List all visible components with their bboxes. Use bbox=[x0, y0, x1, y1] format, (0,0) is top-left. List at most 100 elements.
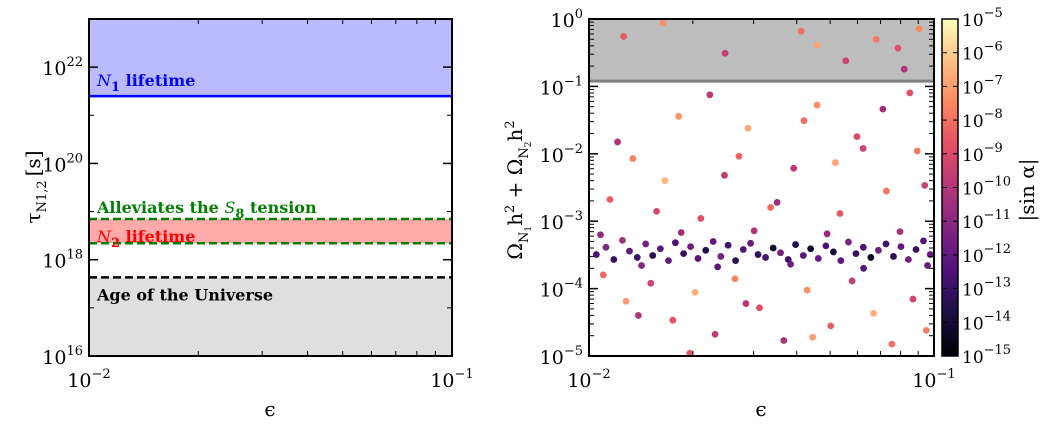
data-point bbox=[809, 333, 817, 341]
excluded-region-fill bbox=[589, 19, 934, 82]
data-point bbox=[915, 25, 923, 33]
data-point bbox=[894, 44, 902, 52]
data-point bbox=[697, 215, 705, 222]
data-point bbox=[859, 145, 867, 152]
data-point bbox=[913, 147, 921, 155]
excluded-region bbox=[589, 19, 934, 83]
data-point bbox=[711, 330, 719, 338]
data-point bbox=[659, 19, 667, 27]
data-point bbox=[773, 199, 781, 206]
right-y-tick-label: 10−4 bbox=[540, 277, 583, 302]
band-n2-lifetime-fill bbox=[89, 219, 452, 244]
data-point bbox=[721, 171, 728, 179]
colorbar-tick-label: 10−7 bbox=[962, 73, 1003, 98]
data-point bbox=[837, 257, 845, 265]
data-point bbox=[742, 300, 750, 307]
data-point bbox=[709, 238, 717, 245]
data-point bbox=[875, 246, 882, 254]
data-point bbox=[647, 279, 655, 287]
data-point bbox=[724, 241, 732, 249]
data-point bbox=[739, 246, 747, 253]
data-point bbox=[638, 262, 645, 269]
left-y-tick-label: 1020 bbox=[42, 151, 83, 176]
data-point bbox=[677, 229, 685, 236]
data-point bbox=[900, 65, 908, 73]
band-alleviates-the-s8-tension-label: Alleviates the S8 tension bbox=[96, 198, 317, 222]
left-y-tick-label: 1016 bbox=[42, 344, 83, 369]
data-point bbox=[800, 117, 808, 125]
data-point bbox=[912, 246, 920, 253]
data-point bbox=[706, 91, 714, 99]
data-point bbox=[669, 316, 677, 324]
left-y-tick-label: 1018 bbox=[42, 248, 83, 273]
colorbar-tick-label: 10−13 bbox=[962, 276, 1011, 301]
data-point bbox=[922, 326, 930, 334]
data-point bbox=[622, 297, 630, 305]
data-point bbox=[756, 304, 763, 312]
data-point bbox=[653, 207, 660, 215]
data-point bbox=[827, 322, 835, 330]
band-labels: N1 lifetime N2 lifetime Alleviates the S8 … bbox=[96, 71, 317, 304]
data-point bbox=[656, 245, 664, 253]
data-point bbox=[661, 177, 669, 185]
data-point bbox=[762, 254, 769, 261]
data-point bbox=[767, 204, 774, 211]
data-point bbox=[883, 187, 890, 195]
data-point bbox=[921, 181, 929, 189]
data-point bbox=[769, 244, 777, 252]
data-point bbox=[649, 252, 657, 259]
data-point bbox=[905, 256, 912, 263]
band-age-of-the-universe-label: Age of the Universe bbox=[96, 285, 273, 304]
data-point bbox=[610, 256, 618, 263]
data-point bbox=[620, 33, 628, 40]
data-point bbox=[924, 262, 931, 269]
data-point bbox=[803, 286, 811, 294]
data-point bbox=[822, 242, 830, 250]
colorbar-tick-label: 10−11 bbox=[962, 208, 1011, 233]
data-point bbox=[813, 101, 821, 109]
data-point bbox=[680, 250, 687, 258]
data-point bbox=[687, 243, 694, 250]
band-n1-lifetime-label: N1 lifetime bbox=[96, 71, 195, 95]
colorbar-tick-label: 10−14 bbox=[962, 309, 1011, 334]
data-point bbox=[717, 253, 725, 260]
data-point bbox=[792, 241, 799, 248]
colorbar-label: |sin α| bbox=[1015, 159, 1040, 222]
colorbar-tick-label: 10−12 bbox=[962, 242, 1011, 267]
right-axis-ticks: 10−5 10−4 10−3 10−2 10−1 100 10−2 10−1 bbox=[540, 7, 956, 392]
data-point bbox=[896, 228, 904, 236]
right-y-tick-label: 10−2 bbox=[540, 142, 583, 167]
colorbar-tick-label: 10−5 bbox=[962, 6, 1003, 31]
data-point bbox=[721, 49, 729, 57]
left-plot-frame bbox=[88, 18, 453, 357]
colorbar-tick-label: 10−15 bbox=[962, 343, 1011, 368]
data-point bbox=[671, 239, 679, 247]
band-n1-lifetime-fill bbox=[89, 19, 452, 97]
lifetime-chart: N1 lifetime N2 lifetime Alleviates the S8 … bbox=[21, 18, 474, 421]
data-point bbox=[731, 275, 739, 283]
data-point bbox=[867, 254, 875, 261]
data-point bbox=[870, 309, 877, 317]
data-point bbox=[852, 250, 860, 258]
colorbar-tick-label: 10−6 bbox=[962, 40, 1003, 65]
data-point bbox=[694, 255, 702, 262]
data-point bbox=[744, 124, 752, 132]
colorbar-ticks: 10−5 10−6 10−7 10−8 10−9 10−10 10−11 10−12 10−13… bbox=[942, 6, 1011, 368]
colorbar-tick-label: 10−8 bbox=[962, 107, 1003, 132]
data-point bbox=[686, 349, 694, 356]
data-point bbox=[807, 245, 815, 253]
data-point bbox=[787, 260, 794, 268]
data-point bbox=[920, 237, 927, 245]
colorbar-tick-label: 10−9 bbox=[962, 141, 1003, 166]
data-point bbox=[860, 264, 867, 272]
data-point bbox=[845, 238, 852, 246]
data-point bbox=[836, 210, 844, 217]
right-y-tick-label: 10−3 bbox=[540, 209, 583, 234]
left-y-axis-label: τN1,2[s] bbox=[21, 150, 50, 223]
data-point bbox=[634, 312, 642, 319]
data-point bbox=[797, 27, 805, 35]
data-point bbox=[830, 248, 837, 256]
right-y-tick-label: 10−5 bbox=[540, 344, 583, 369]
right-y-tick-label: 10−1 bbox=[540, 74, 583, 99]
